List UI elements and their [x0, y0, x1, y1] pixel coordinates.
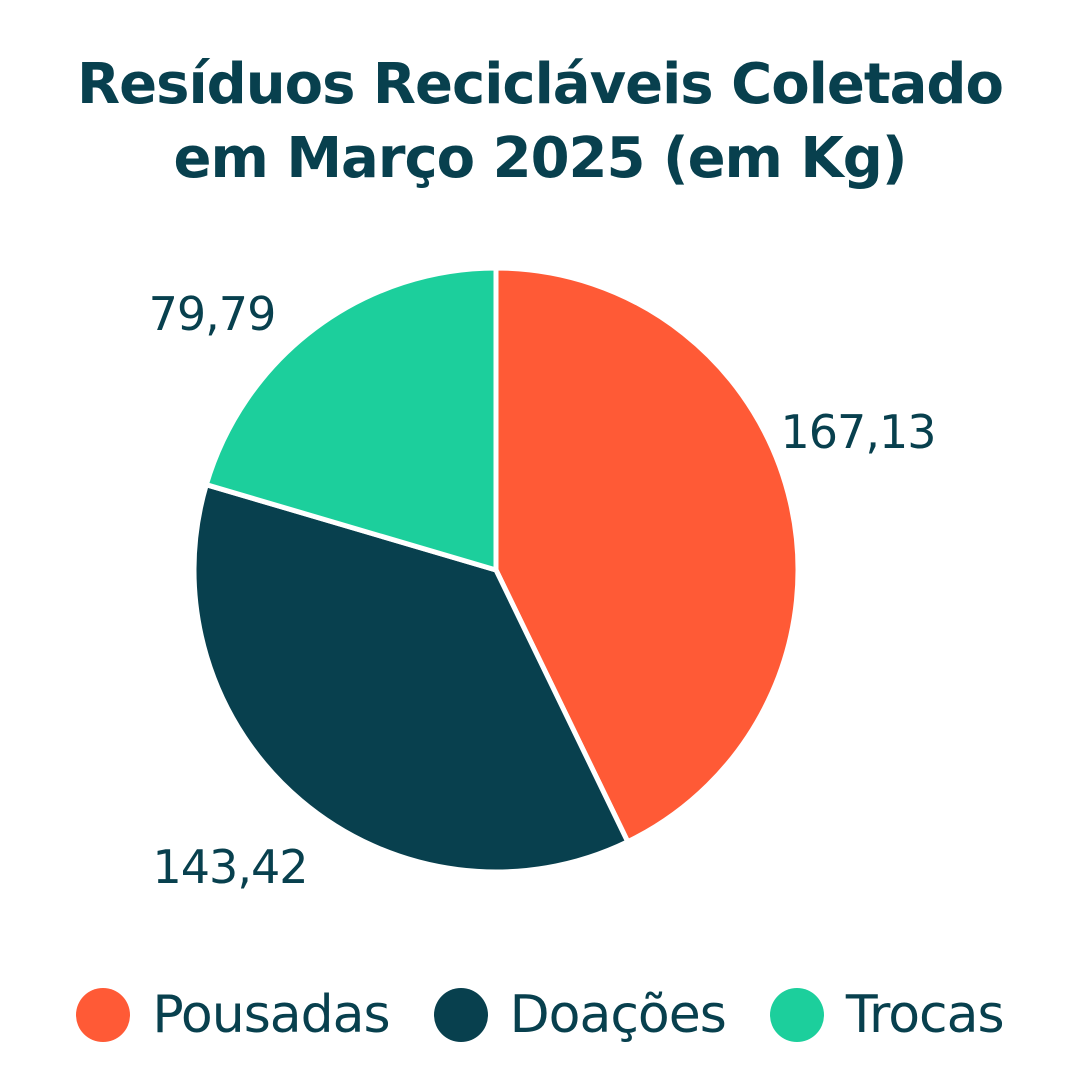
legend-item-pousadas: Pousadas — [76, 985, 391, 1045]
chart-title: Resíduos Recicláveis Coletado em Março 2… — [0, 48, 1080, 196]
legend-swatch-trocas — [769, 988, 824, 1042]
data-label-trocas: 79,79 — [149, 287, 276, 341]
legend-item-doacoes: Doações — [433, 985, 727, 1045]
pie-slice-pousadas — [493, 265, 801, 845]
chart-title-line-1: Resíduos Recicláveis Coletado — [77, 52, 1004, 117]
legend-label-trocas: Trocas — [845, 985, 1005, 1045]
legend-item-trocas: Trocas — [769, 985, 1005, 1045]
chart-title-line-2: em Março 2025 (em Kg) — [173, 126, 908, 191]
legend-swatch-doacoes — [433, 988, 488, 1042]
chart-legend: Pousadas Doações Trocas — [0, 980, 1080, 1050]
data-label-pousadas: 167,13 — [781, 405, 936, 459]
pie-slice-trocas — [203, 265, 499, 573]
legend-label-doacoes: Doações — [509, 985, 727, 1045]
data-label-doacoes: 143,42 — [153, 840, 308, 894]
legend-label-pousadas: Pousadas — [152, 985, 390, 1045]
pie-slice-doacoes — [191, 482, 631, 875]
legend-swatch-pousadas — [76, 988, 131, 1042]
